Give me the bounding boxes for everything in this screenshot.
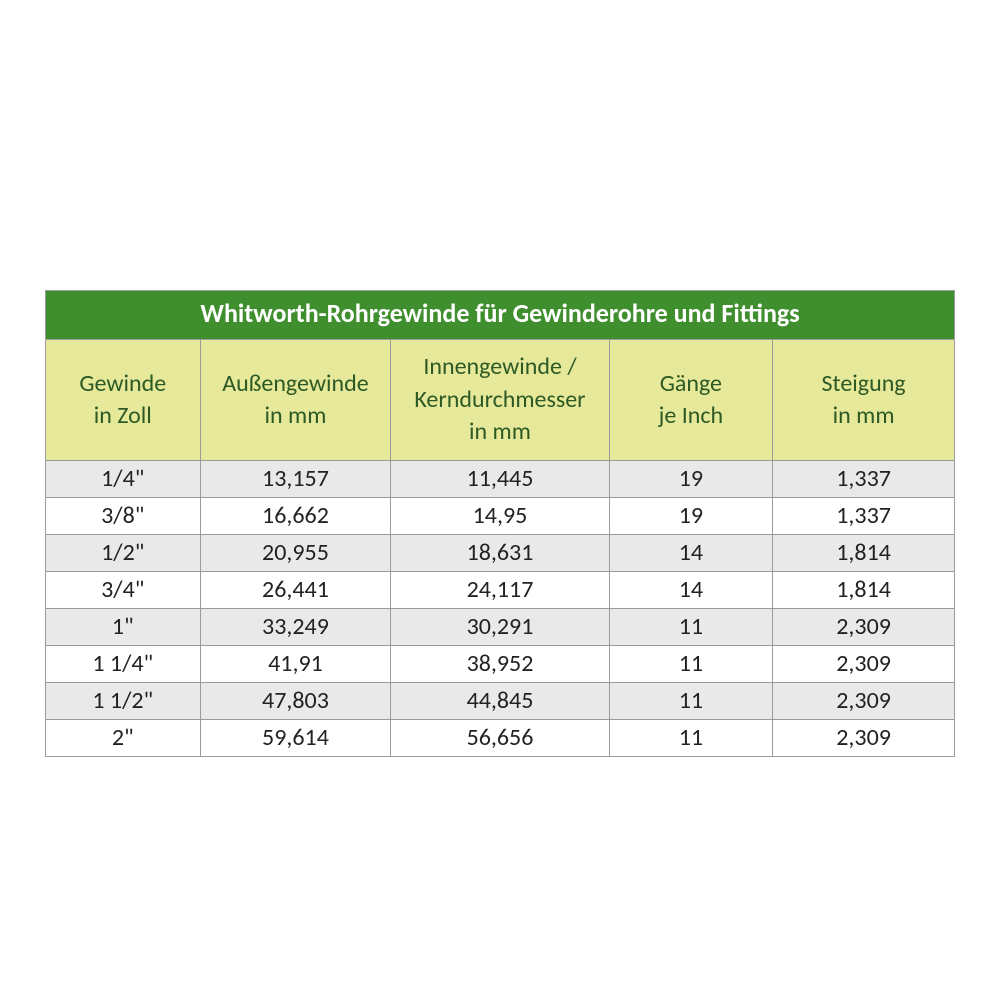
cell: 2,309 xyxy=(773,683,955,720)
col-header-innen: Innengewinde / Kerndurchmesser in mm xyxy=(391,340,609,461)
cell: 1,814 xyxy=(773,572,955,609)
whitworth-table: Whitworth-Rohrgewinde für Gewinderohre u… xyxy=(45,290,955,757)
cell: 41,91 xyxy=(200,646,391,683)
table-row: 1/4" 13,157 11,445 19 1,337 xyxy=(46,461,955,498)
cell: 20,955 xyxy=(200,535,391,572)
col-header-line: in mm xyxy=(265,401,327,430)
table-row: 3/4" 26,441 24,117 14 1,814 xyxy=(46,572,955,609)
cell: 47,803 xyxy=(200,683,391,720)
cell: 1 1/2" xyxy=(46,683,201,720)
table-body: 1/4" 13,157 11,445 19 1,337 3/8" 16,662 … xyxy=(46,461,955,757)
col-header-gaenge: Gänge je Inch xyxy=(609,340,773,461)
cell: 19 xyxy=(609,461,773,498)
table-row: 2" 59,614 56,656 11 2,309 xyxy=(46,720,955,757)
cell: 1" xyxy=(46,609,201,646)
cell: 30,291 xyxy=(391,609,609,646)
title-row: Whitworth-Rohrgewinde für Gewinderohre u… xyxy=(46,291,955,340)
cell: 2,309 xyxy=(773,646,955,683)
col-header-line: Gewinde xyxy=(79,369,166,398)
col-header-line: je Inch xyxy=(659,401,724,430)
cell: 14,95 xyxy=(391,498,609,535)
cell: 11 xyxy=(609,646,773,683)
col-header-aussen: Außengewinde in mm xyxy=(200,340,391,461)
table-title: Whitworth-Rohrgewinde für Gewinderohre u… xyxy=(46,291,955,340)
col-header-line: Außengewinde xyxy=(222,369,368,398)
col-header-line: Steigung xyxy=(822,369,906,398)
cell: 59,614 xyxy=(200,720,391,757)
cell: 1,337 xyxy=(773,498,955,535)
cell: 13,157 xyxy=(200,461,391,498)
cell: 24,117 xyxy=(391,572,609,609)
cell: 1,337 xyxy=(773,461,955,498)
cell: 11,445 xyxy=(391,461,609,498)
cell: 26,441 xyxy=(200,572,391,609)
cell: 1 1/4" xyxy=(46,646,201,683)
cell: 11 xyxy=(609,720,773,757)
cell: 1/4" xyxy=(46,461,201,498)
table-row: 3/8" 16,662 14,95 19 1,337 xyxy=(46,498,955,535)
header-row: Gewinde in Zoll Außengewinde in mm Innen… xyxy=(46,340,955,461)
cell: 1,814 xyxy=(773,535,955,572)
col-header-line: Kerndurchmesser xyxy=(414,385,585,414)
col-header-line: in mm xyxy=(833,401,895,430)
col-header-steigung: Steigung in mm xyxy=(773,340,955,461)
col-header-line: in mm xyxy=(469,417,531,446)
table-container: Whitworth-Rohrgewinde für Gewinderohre u… xyxy=(45,290,955,757)
cell: 1/2" xyxy=(46,535,201,572)
cell: 2,309 xyxy=(773,609,955,646)
col-header-line: Gänge xyxy=(660,369,722,398)
cell: 11 xyxy=(609,683,773,720)
col-header-line: in Zoll xyxy=(94,401,152,430)
cell: 44,845 xyxy=(391,683,609,720)
table-row: 1 1/2" 47,803 44,845 11 2,309 xyxy=(46,683,955,720)
cell: 2" xyxy=(46,720,201,757)
cell: 2,309 xyxy=(773,720,955,757)
cell: 11 xyxy=(609,609,773,646)
cell: 14 xyxy=(609,572,773,609)
table-row: 1 1/4" 41,91 38,952 11 2,309 xyxy=(46,646,955,683)
table-row: 1/2" 20,955 18,631 14 1,814 xyxy=(46,535,955,572)
table-row: 1" 33,249 30,291 11 2,309 xyxy=(46,609,955,646)
cell: 38,952 xyxy=(391,646,609,683)
cell: 56,656 xyxy=(391,720,609,757)
cell: 3/4" xyxy=(46,572,201,609)
cell: 33,249 xyxy=(200,609,391,646)
cell: 16,662 xyxy=(200,498,391,535)
cell: 18,631 xyxy=(391,535,609,572)
cell: 3/8" xyxy=(46,498,201,535)
cell: 19 xyxy=(609,498,773,535)
col-header-line: Innengewinde / xyxy=(423,352,576,381)
col-header-gewinde: Gewinde in Zoll xyxy=(46,340,201,461)
cell: 14 xyxy=(609,535,773,572)
